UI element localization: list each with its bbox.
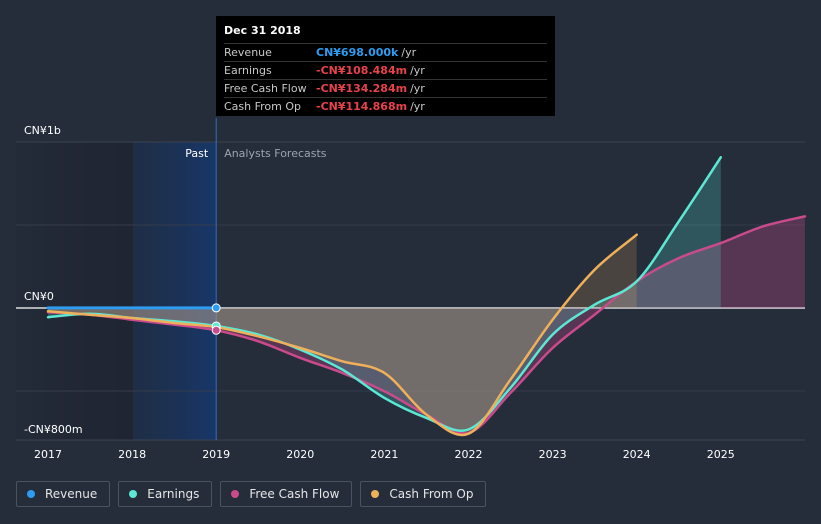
cash-from-op-dot-icon [371,490,380,498]
y-tick-label: -CN¥800m [24,423,83,436]
x-tick-label: 2022 [455,448,483,461]
free-cash-flow-marker [211,325,221,335]
revenue-marker [211,303,221,313]
x-tick-label: 2019 [202,448,230,461]
tooltip-value: -CN¥114.868m [316,100,408,113]
tooltip: Dec 31 2018 Revenue CN¥698.000k /yr Earn… [216,16,555,116]
tooltip-value: -CN¥134.284m [316,82,408,95]
tooltip-date: Dec 31 2018 [224,24,301,37]
legend-label: Revenue [45,487,98,501]
x-tick-label: 2025 [707,448,735,461]
x-tick-label: 2023 [539,448,567,461]
legend-item-cash-from-op[interactable]: Cash From Op [360,481,487,507]
tooltip-row-revenue: Revenue CN¥698.000k /yr [224,43,547,61]
legend-label: Free Cash Flow [249,487,340,501]
forecast-label: Analysts Forecasts [224,147,327,160]
legend-item-earnings[interactable]: Earnings [118,481,213,507]
tooltip-unit: /yr [410,64,425,77]
y-tick-label: CN¥0 [24,290,54,303]
x-tick-label: 2024 [623,448,651,461]
tooltip-label: Earnings [224,64,272,77]
tooltip-row-cash-from-op: Cash From Op -CN¥114.868m /yr [224,97,547,115]
chart: CN¥1b CN¥0 -CN¥800m 2017 2018 2019 2020 2021 202… [16,118,807,461]
earnings-area [48,157,721,431]
revenue-dot-icon [27,490,35,498]
past-highlight-region [133,142,217,440]
cash-from-op-line [46,233,638,437]
x-tick-label: 2020 [286,448,314,461]
free-cash-flow-area [48,216,805,434]
y-tick-label: CN¥1b [24,124,61,137]
tooltip-unit: /yr [410,82,425,95]
earnings-line [46,156,723,432]
cash-from-op-area [48,234,637,436]
tooltip-label: Cash From Op [224,100,302,113]
legend-item-free-cash-flow[interactable]: Free Cash Flow [220,481,353,507]
x-tick-label: 2017 [34,448,62,461]
legend: Revenue Earnings Free Cash Flow Cash Fro… [16,481,487,507]
earnings-dot-icon [129,490,138,498]
past-region [16,142,133,440]
tooltip-label: Free Cash Flow [224,82,307,95]
free-cash-flow-dot-icon [231,490,240,498]
legend-label: Cash From Op [389,487,474,501]
tooltip-label: Revenue [224,46,272,59]
tooltip-unit: /yr [410,100,425,113]
x-tick-label: 2018 [118,448,146,461]
tooltip-row-earnings: Earnings -CN¥108.484m /yr [224,61,547,79]
tooltip-unit: /yr [401,46,417,59]
legend-label: Earnings [147,487,200,501]
x-tick-label: 2021 [370,448,398,461]
tooltip-value: CN¥698.000k [316,46,399,59]
legend-item-revenue[interactable]: Revenue [16,481,111,507]
tooltip-row-free-cash-flow: Free Cash Flow -CN¥134.284m /yr [224,79,547,97]
tooltip-value: -CN¥108.484m [316,64,408,77]
past-label: Past [185,147,209,160]
